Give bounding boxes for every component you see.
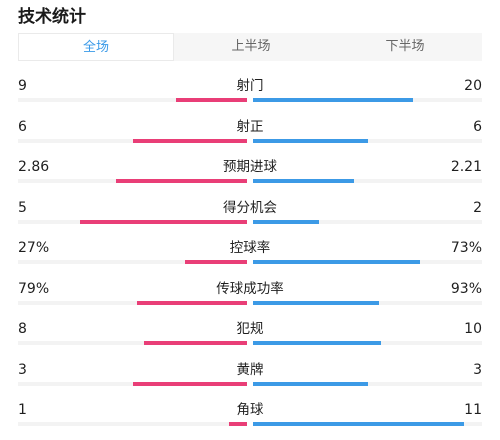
- stat-row-expected-goals: 2.86 预期进球 2.21: [18, 155, 482, 196]
- home-bar-track: [18, 138, 247, 143]
- stat-home-value: 6: [18, 118, 27, 135]
- away-bar-track: [253, 260, 482, 264]
- tab-second-half[interactable]: 下半场: [385, 39, 425, 54]
- away-bar: [253, 260, 421, 264]
- stats-list: 9 射门 20 6 射正 6 2.86 预期进球 2.21 5 得分机会 2 2…: [18, 74, 482, 439]
- away-bar: [253, 179, 354, 183]
- stat-home-value: 9: [18, 78, 27, 94]
- stat-away-value: 11: [464, 402, 482, 418]
- home-bar: [176, 98, 247, 102]
- home-bar-track: [18, 341, 247, 345]
- stat-row-corners: 1 角球 11: [18, 398, 482, 439]
- home-bar: [228, 422, 247, 426]
- stat-label: 角球: [236, 402, 264, 418]
- home-bar-track: [18, 260, 247, 264]
- away-bar-track: [253, 300, 482, 305]
- stat-row-fouls: 8 犯规 10: [18, 317, 482, 358]
- home-bar: [116, 179, 247, 183]
- away-bar-track: [253, 341, 482, 345]
- stat-away-value: 6: [473, 118, 482, 135]
- stat-away-value: 2: [473, 199, 482, 216]
- stat-row-big-chances: 5 得分机会 2: [18, 196, 482, 237]
- stat-label: 射正: [236, 118, 264, 135]
- stat-away-value: 73%: [450, 240, 482, 256]
- stat-row-shots: 9 射门 20: [18, 74, 482, 115]
- stat-row-shots-on-target: 6 射正 6: [18, 115, 482, 156]
- home-bar: [132, 381, 247, 386]
- stat-home-value: 1: [18, 402, 27, 418]
- stat-label: 犯规: [236, 321, 264, 337]
- stat-away-value: 10: [464, 321, 482, 337]
- stat-label: 预期进球: [223, 159, 277, 175]
- home-bar: [79, 219, 247, 224]
- away-bar: [253, 98, 414, 102]
- away-bar: [253, 422, 464, 426]
- home-bar-track: [18, 300, 247, 305]
- stat-label: 射门: [236, 78, 264, 94]
- away-bar: [253, 300, 379, 305]
- stat-row-pass-accuracy: 79% 传球成功率 93%: [18, 277, 482, 318]
- stat-home-value: 27%: [18, 240, 50, 256]
- page-title: 技术统计: [18, 7, 86, 27]
- stat-away-value: 3: [473, 361, 482, 378]
- away-bar-track: [253, 98, 482, 102]
- period-tabs: 全场 上半场 下半场: [18, 33, 482, 61]
- away-bar: [253, 219, 320, 224]
- stat-home-value: 79%: [18, 280, 50, 297]
- away-bar: [253, 138, 368, 143]
- away-bar-track: [253, 381, 482, 386]
- away-bar: [253, 341, 382, 345]
- home-bar-track: [18, 179, 247, 183]
- stat-label: 控球率: [229, 240, 271, 256]
- stat-away-value: 2.21: [450, 159, 482, 175]
- stat-row-yellow-cards: 3 黄牌 3: [18, 358, 482, 399]
- away-bar-track: [253, 422, 482, 426]
- home-bar-track: [18, 381, 247, 386]
- stat-row-possession: 27% 控球率 73%: [18, 236, 482, 277]
- tab-first-half[interactable]: 上半场: [231, 39, 271, 54]
- stat-away-value: 93%: [450, 280, 482, 297]
- stat-home-value: 2.86: [18, 159, 50, 175]
- home-bar: [185, 260, 247, 264]
- tab-full-match[interactable]: 全场: [18, 33, 174, 61]
- stat-label: 传球成功率: [216, 280, 284, 297]
- stat-home-value: 3: [18, 361, 27, 378]
- home-bar: [137, 300, 247, 305]
- away-bar: [253, 381, 368, 386]
- away-bar-track: [253, 179, 482, 183]
- home-bar-track: [18, 422, 247, 426]
- stat-away-value: 20: [464, 78, 482, 94]
- stat-home-value: 5: [18, 199, 27, 216]
- away-bar-track: [253, 219, 482, 224]
- home-bar: [143, 341, 247, 345]
- stat-home-value: 8: [18, 321, 27, 337]
- away-bar-track: [253, 138, 482, 143]
- stat-label: 得分机会: [223, 199, 277, 216]
- home-bar-track: [18, 219, 247, 224]
- stat-label: 黄牌: [236, 361, 264, 378]
- home-bar-track: [18, 98, 247, 102]
- home-bar: [132, 138, 247, 143]
